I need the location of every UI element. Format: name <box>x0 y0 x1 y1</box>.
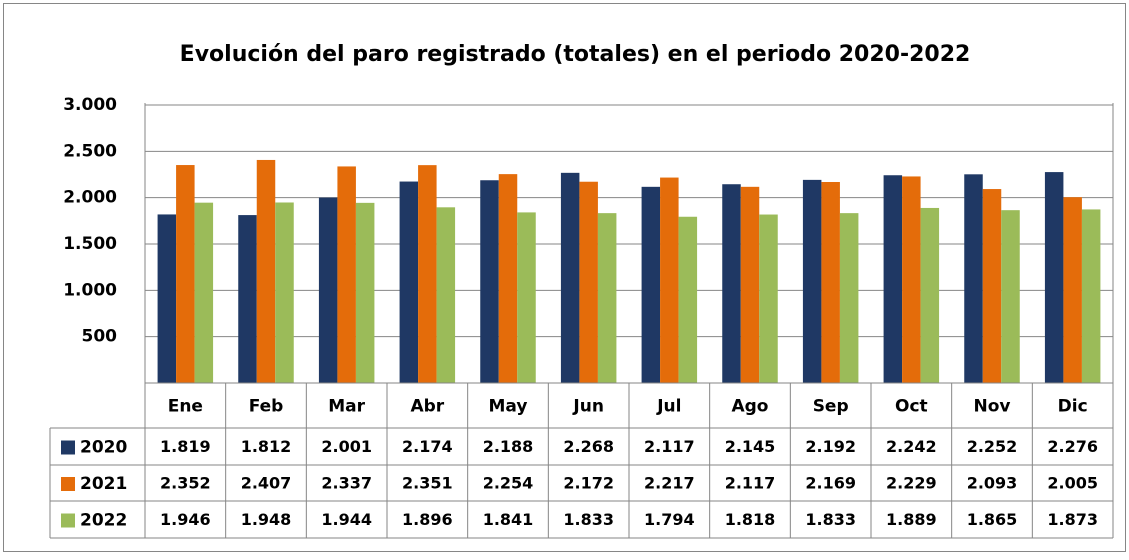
data-label: 2.005 <box>1047 474 1098 493</box>
bar <box>678 216 698 383</box>
bar <box>517 212 536 383</box>
x-tick-label: Jul <box>656 397 681 417</box>
bar <box>641 186 661 383</box>
x-tick-label: Ene <box>168 397 203 417</box>
data-label: 1.794 <box>644 510 695 529</box>
data-label: 1.873 <box>1047 510 1098 529</box>
chart-title: Evolución del paro registrado (totales) … <box>180 42 971 67</box>
data-label: 1.944 <box>321 510 372 529</box>
bar <box>660 177 679 383</box>
x-tick-label: Sep <box>813 397 849 417</box>
y-tick-label: 1.500 <box>63 234 117 254</box>
data-label: 1.833 <box>805 510 856 529</box>
data-label: 2.174 <box>402 437 453 456</box>
x-tick-label: Abr <box>410 397 444 417</box>
data-label: 2.352 <box>160 474 211 493</box>
bar <box>902 176 921 383</box>
data-label: 2.217 <box>644 474 695 493</box>
bar <box>256 159 276 383</box>
data-label: 1.833 <box>563 510 614 529</box>
bar <box>275 202 294 383</box>
data-label: 2.145 <box>725 437 776 456</box>
bar <box>560 172 580 383</box>
data-label: 2.093 <box>967 474 1018 493</box>
data-label: 2.268 <box>563 437 614 456</box>
data-label: 1.812 <box>241 437 292 456</box>
bar <box>759 214 778 383</box>
x-tick-label: Dic <box>1058 397 1088 417</box>
data-label: 2.001 <box>321 437 372 456</box>
bar <box>1001 210 1020 383</box>
bar <box>1063 197 1082 383</box>
bar <box>194 202 214 383</box>
bar <box>920 207 940 383</box>
data-label: 1.865 <box>967 510 1018 529</box>
bar <box>1044 172 1064 383</box>
bar <box>418 165 437 383</box>
bar <box>238 215 257 383</box>
x-tick-label: Oct <box>895 397 928 417</box>
data-label: 1.896 <box>402 510 453 529</box>
y-tick-label: 3.000 <box>63 95 117 115</box>
x-tick-label: May <box>489 397 528 417</box>
y-tick-label: 1.000 <box>63 280 117 300</box>
x-tick-label: Feb <box>249 397 284 417</box>
bar <box>964 174 983 383</box>
data-label: 1.889 <box>886 510 937 529</box>
bar <box>1081 209 1101 383</box>
data-label: 2.229 <box>886 474 937 493</box>
bar <box>176 165 195 383</box>
legend-key <box>61 513 75 528</box>
bar <box>399 181 419 383</box>
data-label: 2.169 <box>805 474 856 493</box>
data-label: 1.818 <box>725 510 776 529</box>
data-label: 2.252 <box>967 437 1018 456</box>
data-label: 1.819 <box>160 437 211 456</box>
x-tick-label: Ago <box>731 397 768 417</box>
data-label: 2.254 <box>483 474 534 493</box>
x-tick-label: Nov <box>974 397 1011 417</box>
data-label: 2.192 <box>805 437 856 456</box>
data-label: 2.407 <box>241 474 292 493</box>
bar <box>597 213 617 383</box>
legend-label: 2021 <box>80 474 127 494</box>
data-label: 2.351 <box>402 474 453 493</box>
bar <box>579 181 598 383</box>
legend-key <box>61 440 75 455</box>
data-label: 2.188 <box>483 437 534 456</box>
data-label: 1.841 <box>483 510 534 529</box>
legend-label: 2020 <box>80 438 127 458</box>
legend-label: 2022 <box>80 511 127 531</box>
bar <box>722 184 741 383</box>
bar <box>740 186 760 383</box>
bar <box>802 179 822 383</box>
data-label: 2.117 <box>725 474 776 493</box>
bar <box>157 214 177 383</box>
bar <box>436 207 456 383</box>
y-tick-label: 500 <box>82 327 118 347</box>
bar <box>480 180 499 383</box>
data-label: 2.242 <box>886 437 937 456</box>
bar <box>883 175 903 383</box>
x-tick-label: Jun <box>572 397 604 417</box>
bar <box>839 213 859 383</box>
y-tick-label: 2.500 <box>63 141 117 161</box>
data-label: 2.172 <box>563 474 614 493</box>
bar <box>318 197 338 383</box>
y-tick-label: 2.000 <box>63 188 117 208</box>
bar <box>821 182 840 383</box>
bar <box>498 174 518 383</box>
data-label: 1.948 <box>241 510 292 529</box>
bar <box>982 189 1002 383</box>
legend-key <box>61 477 75 491</box>
data-label: 2.276 <box>1047 437 1098 456</box>
data-label: 2.337 <box>321 474 372 493</box>
bar <box>355 202 375 383</box>
data-label: 2.117 <box>644 437 695 456</box>
bar <box>337 166 356 383</box>
x-tick-label: Mar <box>328 397 365 417</box>
data-label: 1.946 <box>160 510 211 529</box>
